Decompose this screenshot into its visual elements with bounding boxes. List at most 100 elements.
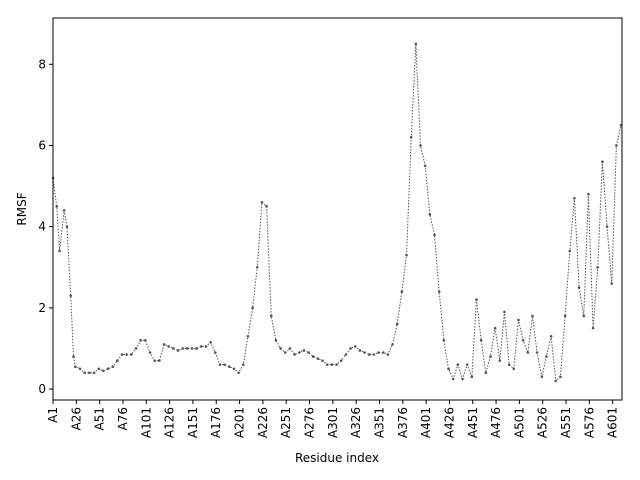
point: [615, 144, 618, 147]
point: [610, 282, 614, 285]
point: [55, 205, 59, 208]
point: [451, 377, 455, 381]
point: [83, 371, 87, 375]
point: [367, 353, 371, 356]
x-tick-label: A576: [582, 407, 596, 438]
point: [493, 326, 497, 330]
point: [512, 367, 516, 371]
x-tick-label: A526: [536, 407, 550, 438]
point: [456, 363, 460, 366]
point: [106, 367, 110, 371]
point: [176, 349, 180, 352]
x-tick-label: A276: [303, 407, 317, 438]
point: [200, 345, 203, 348]
point: [78, 367, 82, 371]
point: [288, 347, 292, 350]
point: [190, 347, 194, 350]
point: [409, 136, 413, 139]
point: [260, 201, 264, 204]
point: [269, 314, 273, 318]
point: [577, 286, 581, 289]
point: [531, 314, 534, 318]
x-tick-label: A376: [396, 407, 410, 438]
point: [526, 351, 530, 354]
point: [130, 353, 133, 356]
x-tick-label: A501: [512, 407, 526, 438]
point: [218, 363, 222, 366]
rmsf-line: [52, 43, 622, 382]
y-tick-label: 0: [38, 382, 46, 396]
x-tick-label: A226: [256, 407, 270, 438]
x-tick-label: A1: [46, 407, 60, 423]
point: [162, 343, 166, 346]
point: [507, 363, 511, 366]
point: [381, 351, 385, 354]
point: [293, 353, 296, 356]
point: [433, 233, 436, 237]
x-tick-label: A351: [372, 407, 386, 438]
point: [144, 339, 147, 342]
point: [596, 265, 600, 269]
point: [489, 355, 492, 358]
point: [251, 306, 254, 310]
point: [372, 353, 376, 356]
point: [283, 351, 287, 354]
point: [307, 351, 310, 354]
point: [227, 365, 231, 369]
point: [423, 164, 427, 168]
point: [470, 375, 474, 379]
point: [442, 339, 446, 342]
point: [311, 355, 315, 358]
point: [241, 363, 245, 366]
point: [209, 341, 212, 344]
point: [395, 322, 399, 326]
point: [447, 367, 450, 371]
point: [605, 225, 609, 228]
x-tick-label: A551: [559, 407, 573, 438]
x-tick-label: A76: [116, 407, 130, 430]
point: [400, 290, 404, 293]
point: [484, 371, 488, 375]
point: [167, 345, 170, 348]
point: [223, 363, 226, 366]
point: [158, 359, 161, 362]
x-tick-label: A251: [279, 407, 293, 438]
point: [111, 365, 114, 369]
y-tick-label: 8: [38, 57, 46, 71]
point: [391, 343, 394, 346]
point: [386, 353, 390, 356]
point: [255, 265, 259, 269]
point: [195, 347, 198, 350]
point: [125, 353, 128, 356]
point: [465, 363, 469, 366]
point: [475, 298, 478, 302]
x-tick-label: A201: [233, 407, 247, 438]
point: [74, 365, 77, 369]
point: [139, 339, 142, 342]
point: [461, 377, 464, 381]
x-tick-label: A401: [419, 407, 433, 438]
point: [363, 351, 366, 354]
point: [498, 359, 502, 362]
x-tick-label: A426: [442, 407, 456, 438]
point: [274, 339, 278, 342]
point: [72, 355, 75, 358]
point: [344, 353, 348, 356]
point: [545, 355, 548, 358]
point: [377, 351, 380, 354]
point: [88, 371, 91, 375]
point: [153, 359, 156, 362]
point: [517, 318, 520, 322]
point: [237, 371, 240, 375]
point: [265, 205, 268, 208]
x-axis-label: Residue index: [295, 451, 379, 465]
point: [573, 196, 576, 200]
point: [601, 160, 604, 164]
point: [339, 359, 343, 362]
point: [521, 339, 525, 342]
point: [582, 314, 586, 318]
point: [321, 359, 324, 362]
point: [549, 334, 553, 338]
